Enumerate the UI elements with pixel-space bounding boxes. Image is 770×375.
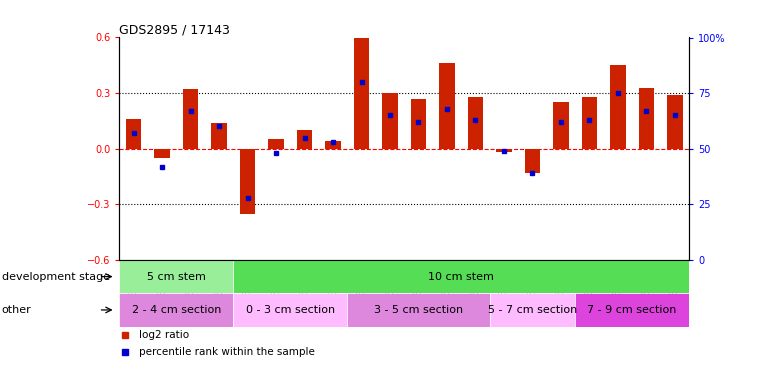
Bar	[126, 119, 142, 149]
Bar	[410, 99, 427, 149]
Bar	[553, 102, 569, 149]
Bar	[119, 260, 233, 293]
Text: 3 - 5 cm section: 3 - 5 cm section	[374, 305, 463, 315]
Text: 5 - 7 cm section: 5 - 7 cm section	[488, 305, 577, 315]
Bar	[524, 149, 541, 173]
Bar	[325, 141, 341, 149]
Bar	[610, 65, 626, 149]
Bar	[581, 97, 598, 149]
Text: other: other	[2, 305, 32, 315]
Bar	[638, 87, 654, 149]
Bar	[382, 93, 398, 149]
Text: 10 cm stem: 10 cm stem	[428, 272, 494, 282]
Bar	[211, 123, 227, 149]
Bar	[233, 260, 689, 293]
Bar	[467, 97, 484, 149]
Bar	[496, 149, 512, 152]
Bar	[667, 95, 683, 149]
Text: 7 - 9 cm section: 7 - 9 cm section	[588, 305, 677, 315]
Bar	[439, 63, 455, 149]
Bar	[233, 293, 347, 327]
Bar	[182, 89, 199, 149]
Bar	[239, 149, 256, 214]
Text: 5 cm stem: 5 cm stem	[147, 272, 206, 282]
Bar	[119, 293, 233, 327]
Bar	[154, 149, 170, 158]
Bar	[575, 293, 689, 327]
Text: percentile rank within the sample: percentile rank within the sample	[139, 346, 315, 357]
Text: log2 ratio: log2 ratio	[139, 330, 189, 340]
Bar	[490, 293, 575, 327]
Bar	[353, 38, 370, 149]
Text: development stage: development stage	[2, 272, 109, 282]
Bar	[347, 293, 490, 327]
Text: 0 - 3 cm section: 0 - 3 cm section	[246, 305, 335, 315]
Bar	[296, 130, 313, 149]
Text: 2 - 4 cm section: 2 - 4 cm section	[132, 305, 221, 315]
Text: GDS2895 / 17143: GDS2895 / 17143	[119, 23, 230, 36]
Bar	[268, 140, 284, 149]
